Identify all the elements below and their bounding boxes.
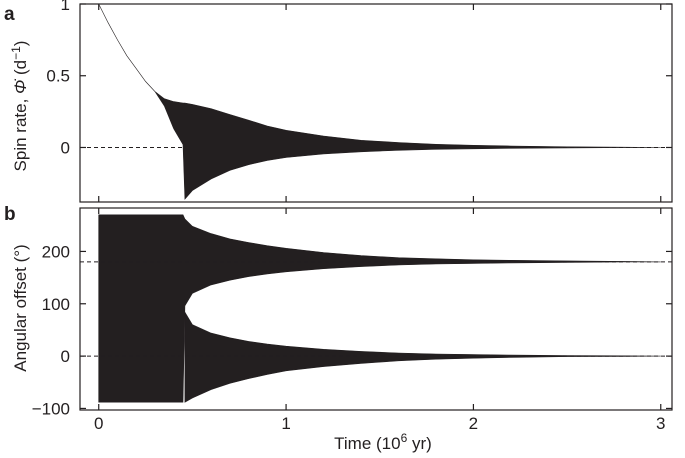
panel-b-xtick-label-0: 0: [94, 414, 103, 433]
panel-b-xtick-label-3: 3: [656, 414, 665, 433]
panel-b-ytick-label-2: 100: [42, 295, 70, 314]
panel-b-ylabel: Angular offset (°): [11, 244, 30, 371]
panel-a-spin-rate-envelope: [98, 3, 661, 200]
x-axis-label: Time (106 yr): [334, 431, 432, 453]
panel-b-letter: b: [4, 204, 16, 225]
panel-a-ylabel: Spin rate, Φ̇ (d−1): [9, 41, 30, 172]
panel-b-plot: −100 0 100 200 0 1 2 3: [32, 207, 673, 433]
panel-b-ytick-label-3: 200: [42, 242, 70, 261]
panel-b-upper-oscillation-band: [98, 214, 661, 403]
panel-a-ytick-label-1: 0.5: [46, 67, 70, 86]
panel-a-ytick-label-0: 0: [61, 138, 70, 157]
panel-a-plot: 00.51: [46, 0, 673, 203]
panel-a-letter: a: [4, 4, 15, 25]
panel-a-ytick-label-2: 1: [61, 0, 70, 14]
panel-b-lower-oscillation-band: [184, 311, 661, 403]
panel-b-ytick-label-1: 0: [61, 347, 70, 366]
panel-a-frame: [79, 3, 673, 203]
panel-b-xtick-label-1: 1: [281, 414, 290, 433]
panel-b-frame: [79, 207, 673, 411]
panel-b-xtick-label-2: 2: [469, 414, 478, 433]
panel-b-ytick-label-0: −100: [32, 399, 70, 418]
